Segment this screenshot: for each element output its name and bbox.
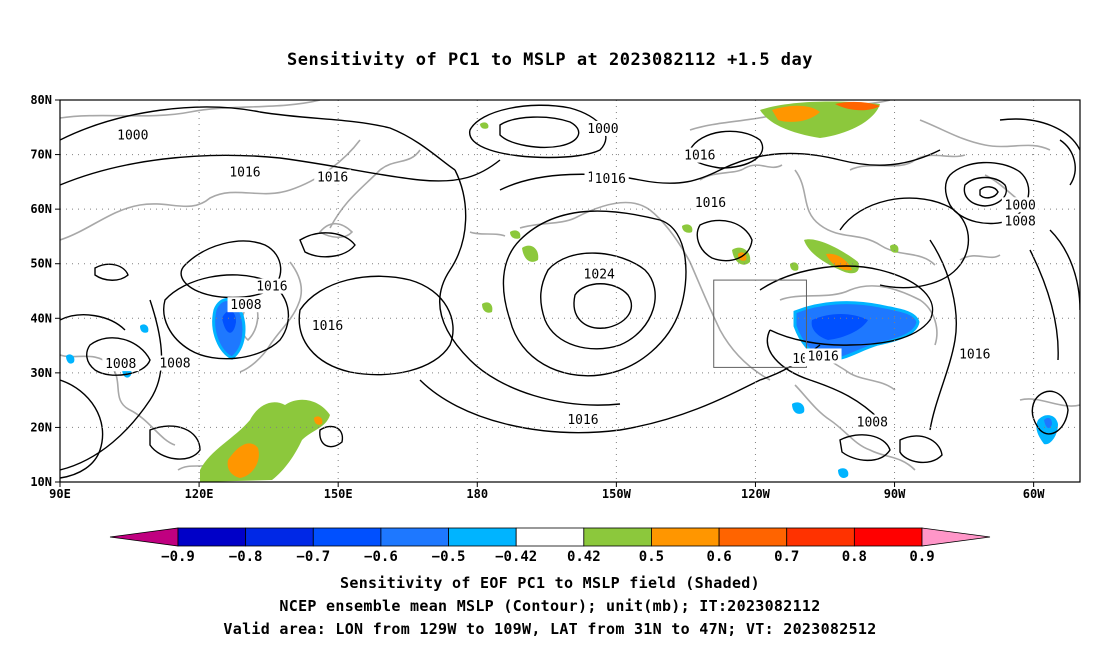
contour-label: 1000	[117, 128, 148, 143]
colorbar-label: 0.5	[639, 549, 664, 565]
contour-label: 1016	[595, 172, 626, 187]
colorbar-high-triangle	[921, 527, 991, 547]
valid-area-box	[713, 279, 807, 368]
contour-label: 1008	[230, 298, 261, 313]
contour-label-bg	[102, 356, 140, 372]
contour-label: 1016	[807, 349, 838, 364]
colorbar-label: −0.9	[161, 549, 195, 565]
caption-valid-area: Valid area: LON from 129W to 109W, LAT f…	[223, 620, 877, 638]
colorbar-box	[380, 527, 449, 547]
contour-label: 1024	[584, 268, 615, 283]
contour-label-bg	[591, 171, 629, 187]
contour-label-bg	[253, 278, 291, 294]
contour-label-bg	[853, 414, 891, 430]
contour-label: 1016	[684, 149, 715, 164]
caption-shading: Sensitivity of EOF PC1 to MSLP field (Sh…	[340, 574, 760, 592]
caption-contour: NCEP ensemble mean MSLP (Contour); unit(…	[279, 597, 821, 615]
lat-tick-label: 60N	[30, 202, 52, 216]
contour-label-bg	[156, 355, 194, 371]
colorbar-label: 0.8	[842, 549, 867, 565]
chart-title: Sensitivity of PC1 to MSLP at 2023082112…	[286, 50, 813, 70]
colorbar-box	[583, 527, 652, 547]
lat-tick-label: 80N	[30, 93, 52, 107]
contour-label: 1000	[1005, 198, 1036, 213]
lat-tick-label: 10N	[30, 475, 52, 489]
contour-label: 1008	[857, 416, 888, 431]
contour-label-bg	[584, 120, 622, 136]
lat-tick-label: 30N	[30, 366, 52, 380]
sensitivity-shading	[66, 101, 1058, 482]
colorbar-label: 0.42	[567, 549, 601, 565]
contour-label: 1016	[567, 413, 598, 428]
colorbar-box	[515, 527, 585, 547]
colorbar-low-triangle	[109, 527, 179, 547]
map-frame	[59, 99, 1081, 483]
contour-label: 1008	[1005, 215, 1036, 230]
colorbar-box	[245, 527, 314, 547]
contour-label-bg	[580, 266, 618, 282]
contour-label-bg	[956, 346, 994, 362]
contour-label: 1016	[959, 347, 990, 362]
colorbar-box	[312, 527, 382, 547]
colorbar-label: 0.7	[774, 549, 799, 565]
contour-label-bg	[226, 164, 264, 180]
lon-tick-label: 120W	[741, 487, 771, 501]
lat-tick-label: 40N	[30, 311, 52, 325]
contour-label: 1016	[256, 280, 287, 295]
colorbar-label: −0.42	[495, 549, 537, 565]
map-axes: 90E 120E 150E 180 150W 120W 90W 60W 80N 70N 60N 50N…	[30, 93, 1045, 501]
colorbar-box	[651, 527, 720, 547]
contour-label: 1016	[229, 166, 260, 181]
colorbar-label: −0.8	[229, 549, 263, 565]
colorbar-box	[853, 527, 923, 547]
contour-label-bg	[227, 297, 265, 313]
lon-tick-label: 180	[466, 487, 488, 501]
contour-label-bg	[564, 411, 602, 427]
colorbar-box	[786, 527, 855, 547]
contour-label-bg	[114, 127, 152, 143]
contour-label: 1000	[587, 122, 618, 137]
colorbar-box	[448, 527, 517, 547]
contour-label-bg	[314, 169, 352, 185]
contour-labels: 1000 1016 1016 1016 1008 1016 1008 1008 1000 1016…	[102, 120, 1039, 431]
contour-label-bg	[681, 147, 719, 163]
colorbar-box	[177, 527, 247, 547]
colorbar-label: 0.9	[909, 549, 934, 565]
colorbar-label: −0.7	[296, 549, 330, 565]
lat-lon-grid	[60, 100, 1080, 482]
contour-label: 1016	[312, 319, 343, 334]
lon-tick-label: 90W	[884, 487, 906, 501]
lon-tick-label: 150E	[324, 487, 353, 501]
contour-label: 1016	[317, 170, 348, 185]
lon-tick-label: 150W	[602, 487, 632, 501]
contour-label: 1016	[695, 196, 726, 211]
lon-tick-label: 60W	[1023, 487, 1045, 501]
contour-label-bg	[1001, 213, 1039, 229]
contour-label-bg	[1001, 197, 1039, 213]
contour-label-bg	[804, 348, 842, 364]
colorbar: −0.9 −0.8 −0.7 −0.6 −0.5 −0.42 0.42 0.5 0.6 0.7 0.…	[109, 527, 991, 565]
lat-tick-label: 20N	[30, 420, 52, 434]
contour-label: 1008	[159, 357, 190, 372]
contour-label-bg	[309, 317, 346, 333]
colorbar-box	[718, 527, 788, 547]
map-panel: 1000 1016 1016 1016 1008 1016 1008 1008 1000 1016…	[60, 100, 1080, 482]
contour-label-bg	[692, 195, 729, 211]
colorbar-label: −0.6	[364, 549, 398, 565]
contour-label: 1008	[105, 357, 136, 372]
lat-tick-label: 70N	[30, 148, 52, 162]
lon-tick-label: 120E	[185, 487, 214, 501]
lat-tick-label: 50N	[30, 257, 52, 271]
colorbar-label: −0.5	[432, 549, 466, 565]
lon-tick-label: 90E	[49, 487, 71, 501]
colorbar-label: 0.6	[706, 549, 731, 565]
